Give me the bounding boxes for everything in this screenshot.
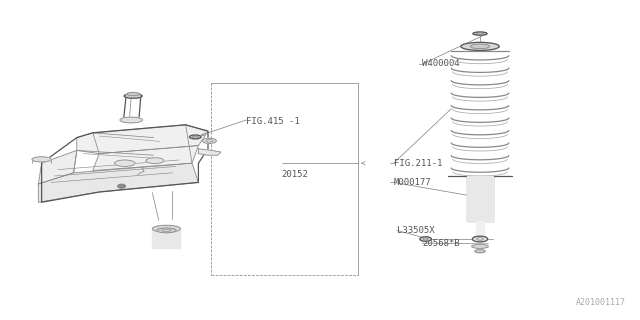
Bar [467, 176, 493, 221]
Polygon shape [38, 163, 198, 202]
Ellipse shape [157, 228, 176, 233]
Text: 20568*B: 20568*B [422, 239, 460, 248]
Text: A201001117: A201001117 [576, 298, 626, 307]
Ellipse shape [202, 138, 216, 143]
Ellipse shape [146, 158, 164, 164]
Text: 20152: 20152 [282, 170, 308, 179]
Ellipse shape [115, 160, 135, 166]
Ellipse shape [470, 44, 490, 49]
Ellipse shape [120, 117, 143, 123]
Bar [476, 221, 484, 235]
Text: W400004: W400004 [422, 60, 460, 68]
Ellipse shape [124, 94, 142, 98]
Bar [152, 229, 180, 248]
Ellipse shape [152, 225, 180, 232]
Circle shape [118, 184, 125, 188]
Polygon shape [93, 146, 198, 171]
Polygon shape [77, 125, 208, 154]
Polygon shape [38, 150, 77, 184]
Ellipse shape [473, 32, 487, 35]
Ellipse shape [472, 236, 488, 242]
Polygon shape [198, 149, 221, 155]
Ellipse shape [472, 244, 488, 248]
Ellipse shape [475, 250, 485, 253]
Text: M000177: M000177 [394, 178, 431, 187]
Text: L33505X: L33505X [397, 226, 435, 235]
Ellipse shape [461, 42, 499, 50]
Text: FIG.211-1: FIG.211-1 [394, 159, 442, 168]
Ellipse shape [189, 135, 201, 139]
Text: FIG.415 -1: FIG.415 -1 [246, 117, 300, 126]
Ellipse shape [420, 237, 431, 241]
Ellipse shape [32, 157, 51, 162]
Ellipse shape [127, 92, 140, 96]
